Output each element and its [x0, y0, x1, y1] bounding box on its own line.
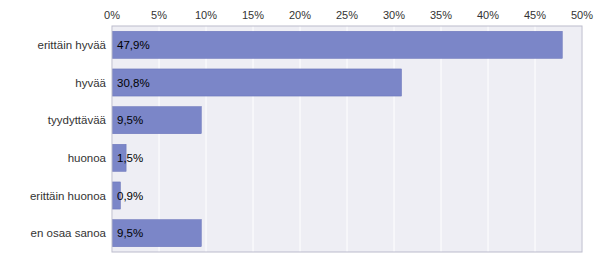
tick-label: 10% [195, 9, 217, 21]
tick-label: 25% [336, 9, 358, 21]
category-label: hyvää [75, 77, 106, 89]
bar [112, 107, 201, 134]
grid-line [300, 26, 301, 252]
grid-line [253, 26, 254, 252]
tick-label: 0% [104, 9, 120, 21]
grid [112, 26, 582, 252]
data-label: 1,5% [117, 152, 143, 164]
grid-line [159, 26, 160, 252]
grid-line [347, 26, 348, 252]
plot-background [112, 26, 582, 252]
bar [112, 31, 562, 58]
tick-label: 35% [430, 9, 452, 21]
x-axis: 0% 5% 10% 15% 20% 25% 30% 35% 40% 45% 50% [104, 9, 593, 21]
tick-label: 30% [383, 9, 405, 21]
tick-label: 40% [477, 9, 499, 21]
data-label: 9,5% [117, 227, 143, 239]
chart: 0% 5% 10% 15% 20% 25% 30% 35% 40% 45% 50% en osaa s… [0, 0, 600, 262]
category-label: erittäin hyvää [38, 39, 107, 51]
grid-line [394, 26, 395, 252]
chart-container: 0% 5% 10% 15% 20% 25% 30% 35% 40% 45% 50% en osaa s… [0, 0, 600, 262]
grid-line [488, 26, 489, 252]
bar [112, 220, 201, 247]
data-label: 9,5% [117, 114, 143, 126]
tick-label: 45% [524, 9, 546, 21]
grid-line [535, 26, 536, 252]
tick-label: 15% [242, 9, 264, 21]
grid-line [441, 26, 442, 252]
category-label: tyydyttävää [48, 114, 107, 126]
bar [112, 69, 402, 96]
category-label: en osaa sanoa [31, 227, 107, 239]
data-label: 0,9% [117, 190, 143, 202]
tick-label: 5% [151, 9, 167, 21]
category-label: huonoa [68, 152, 107, 164]
tick-label: 50% [571, 9, 593, 21]
tick-label: 20% [289, 9, 311, 21]
grid-line [206, 26, 207, 252]
category-label: erittäin huonoa [30, 190, 107, 202]
data-label: 47,9% [117, 39, 150, 51]
data-labels: 9,5% 0,9% 1,5% 9,5% 30,8% 47,9% [117, 39, 150, 239]
data-label: 30,8% [117, 77, 150, 89]
plot-frame [112, 26, 582, 252]
y-axis: en osaa sanoa erittäin huonoa huonoa tyydyt… [30, 39, 107, 239]
bars [112, 31, 562, 246]
